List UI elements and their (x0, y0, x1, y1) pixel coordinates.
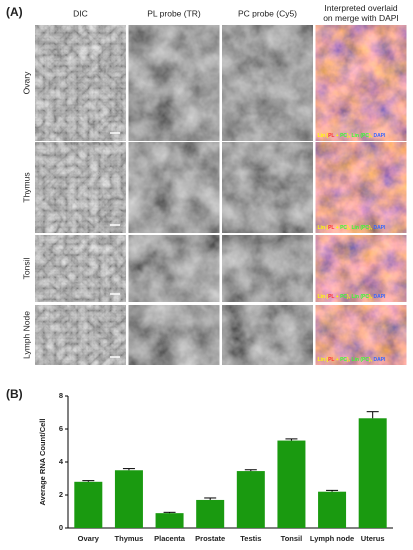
legend-segment: DAPI (373, 357, 386, 363)
legend-segment: Lin (351, 357, 359, 363)
bar (74, 481, 103, 528)
y-axis-label: Average RNA Count/Cell (38, 419, 47, 506)
column-header: DIC (73, 8, 88, 18)
legend-segment: Lin ( (318, 294, 329, 300)
legend-segment: ), (347, 357, 351, 363)
bar (318, 491, 347, 528)
legend-segment: PC (362, 357, 369, 363)
legend-segment: PL (328, 133, 334, 139)
legend-segment: PC (340, 294, 347, 300)
micrograph (35, 305, 126, 365)
legend-segment: Lin ( (318, 357, 329, 363)
micrograph (35, 25, 126, 141)
micrograph (35, 142, 126, 233)
micrograph (315, 235, 407, 302)
overlay-legend: Lin (PL + PC), Lin (PC), DAPI (318, 225, 387, 231)
bar (236, 471, 265, 528)
y-tick-label: 8 (59, 391, 63, 400)
micrograph (222, 25, 313, 141)
panel-a: DIC PL probe (TR) PC probe (Cy5) Interprete… (21, 3, 407, 365)
legend-segment: DAPI (373, 133, 386, 139)
legend-segment: PL (328, 294, 334, 300)
micrograph (128, 235, 220, 302)
legend-segment: DAPI (373, 294, 386, 300)
legend-segment: Lin (351, 133, 359, 139)
micrograph (315, 305, 407, 365)
legend-segment: PC (362, 225, 369, 231)
row-label: Lymph Node (21, 311, 31, 359)
legend-segment: Lin (351, 294, 359, 300)
y-tick-label: 4 (59, 457, 64, 466)
legend-segment: PC (362, 294, 369, 300)
legend-segment: ), (369, 133, 373, 139)
bar (114, 470, 143, 528)
legend-segment: + (334, 133, 340, 139)
legend-segment: ( (359, 294, 362, 300)
bar (196, 499, 225, 528)
overlay-legend: Lin (PL + PC), Lin (PC), DAPI (318, 357, 387, 363)
bar (277, 440, 306, 528)
legend-segment: ), (369, 294, 373, 300)
micrograph (35, 235, 126, 302)
overlay-legend: Lin (PL + PC), Lin (PC), DAPI (318, 294, 387, 300)
x-tick-label: Lymph node (310, 534, 354, 543)
column-header: PC probe (Cy5) (238, 8, 297, 18)
legend-segment: PC (362, 133, 369, 139)
legend-segment: DAPI (373, 225, 386, 231)
row-label: Ovary (21, 71, 31, 94)
legend-segment: PC (340, 225, 347, 231)
panel-b: 0 2 4 6 8 Average RNA Count/Cell Ovary Thymus Pl… (38, 391, 393, 543)
legend-segment: ), (369, 357, 373, 363)
x-tick-label: Uterus (361, 534, 385, 543)
row-label: Thymus (21, 172, 31, 202)
micrograph (128, 305, 220, 365)
micrograph (315, 25, 407, 141)
row-label: Tonsil (21, 258, 31, 280)
panel-label: (A) (6, 5, 23, 19)
legend-segment: ), (369, 225, 373, 231)
column-header-line: Interpreted overlaid (324, 3, 398, 13)
column-header-line: on merge with DAPI (323, 13, 399, 23)
micrograph (128, 142, 220, 233)
legend-segment: Lin (351, 225, 359, 231)
legend-segment: PL (328, 225, 334, 231)
legend-segment: PC (340, 133, 347, 139)
x-tick-label: Thymus (115, 534, 144, 543)
y-tick-label: 6 (59, 424, 63, 433)
legend-segment: + (334, 294, 340, 300)
x-tick-label: Placenta (154, 534, 186, 543)
panel-label: (B) (6, 387, 23, 401)
legend-segment: ), (347, 294, 351, 300)
bar (358, 418, 387, 528)
legend-segment: + (334, 225, 340, 231)
micrograph (222, 305, 313, 365)
micrograph (222, 235, 313, 302)
legend-segment: ), (347, 133, 351, 139)
bar (155, 513, 184, 528)
column-header: Interpreted overlaid on merge with DAPI (323, 3, 399, 23)
legend-segment: PL (328, 357, 334, 363)
legend-segment: ), (347, 225, 351, 231)
y-tick-label: 2 (59, 490, 63, 499)
overlay-legend: Lin (PL + PC), Lin (PC), DAPI (318, 133, 387, 139)
x-tick-label: Testis (240, 534, 261, 543)
legend-segment: ( (359, 357, 362, 363)
legend-segment: PC (340, 357, 347, 363)
column-header: PL probe (TR) (147, 8, 201, 18)
micrograph (222, 142, 313, 233)
x-tick-label: Ovary (78, 534, 100, 543)
legend-segment: + (334, 357, 340, 363)
micrograph (315, 142, 407, 233)
legend-segment: ( (359, 133, 362, 139)
legend-segment: Lin ( (318, 225, 329, 231)
legend-segment: ( (359, 225, 362, 231)
legend-segment: Lin ( (318, 133, 329, 139)
micrograph (128, 25, 220, 141)
x-tick-label: Tonsil (281, 534, 303, 543)
y-tick-label: 0 (59, 523, 63, 532)
x-tick-label: Prostate (195, 534, 225, 543)
